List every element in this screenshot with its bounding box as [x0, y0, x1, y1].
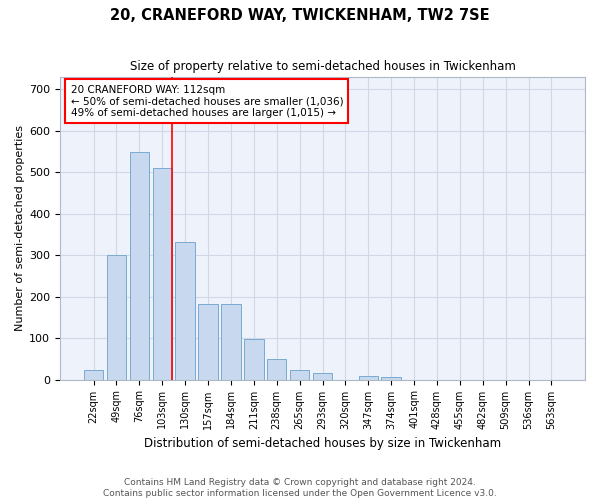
Bar: [199, 304, 218, 380]
Bar: [313, 373, 332, 380]
Bar: [107, 255, 126, 380]
Bar: [359, 376, 378, 380]
Bar: [84, 370, 103, 380]
Bar: [382, 378, 401, 380]
Bar: [130, 152, 149, 380]
Text: 20 CRANEFORD WAY: 112sqm
← 50% of semi-detached houses are smaller (1,036)
49% o: 20 CRANEFORD WAY: 112sqm ← 50% of semi-d…: [71, 84, 343, 117]
Bar: [175, 242, 195, 380]
Text: Contains HM Land Registry data © Crown copyright and database right 2024.
Contai: Contains HM Land Registry data © Crown c…: [103, 478, 497, 498]
X-axis label: Distribution of semi-detached houses by size in Twickenham: Distribution of semi-detached houses by …: [144, 437, 501, 450]
Text: 20, CRANEFORD WAY, TWICKENHAM, TW2 7SE: 20, CRANEFORD WAY, TWICKENHAM, TW2 7SE: [110, 8, 490, 22]
Y-axis label: Number of semi-detached properties: Number of semi-detached properties: [15, 126, 25, 332]
Bar: [290, 370, 310, 380]
Title: Size of property relative to semi-detached houses in Twickenham: Size of property relative to semi-detach…: [130, 60, 515, 73]
Bar: [244, 339, 263, 380]
Bar: [267, 359, 286, 380]
Bar: [221, 304, 241, 380]
Bar: [152, 168, 172, 380]
